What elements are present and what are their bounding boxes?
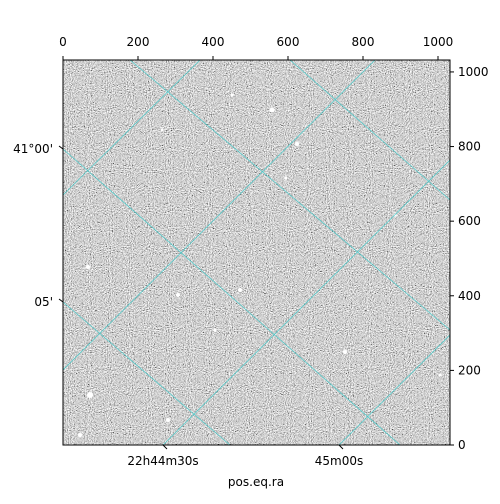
ra-tick xyxy=(338,444,344,450)
x-tick-label: 0 xyxy=(59,35,67,49)
y-tick-label: 0 xyxy=(458,438,466,452)
grid-line xyxy=(63,148,401,445)
dec-tick-label: 41°00' xyxy=(13,142,53,156)
x-tick-label: 800 xyxy=(352,35,375,49)
grid-line xyxy=(162,159,450,445)
x-axis-label: pos.eq.ra xyxy=(228,475,284,489)
dec-tick xyxy=(58,145,64,150)
image xyxy=(63,60,450,445)
grid-line xyxy=(63,60,201,196)
ra-tick-label: 22h44m30s xyxy=(127,454,198,468)
dec-tick xyxy=(58,298,64,303)
ra-tick xyxy=(162,444,168,450)
x-tick-label: 600 xyxy=(277,35,300,49)
grid-line xyxy=(63,60,376,371)
ra-tick-label: 45m00s xyxy=(315,454,363,468)
grid-line xyxy=(289,60,450,201)
frame xyxy=(62,59,451,446)
grid-line xyxy=(63,301,231,445)
y-tick-label: 800 xyxy=(458,140,481,154)
y-tick-label: 1000 xyxy=(458,65,489,79)
x-tick-label: 400 xyxy=(202,35,225,49)
grid-line xyxy=(338,334,450,445)
dec-tick-label: 05' xyxy=(34,295,53,309)
x-tick-label: 200 xyxy=(127,35,150,49)
y-tick-label: 600 xyxy=(458,214,481,228)
grid-line xyxy=(129,60,450,331)
x-tick-label: 1000 xyxy=(423,35,454,49)
y-tick-label: 200 xyxy=(458,363,481,377)
y-tick-label: 400 xyxy=(458,289,481,303)
world-grid xyxy=(63,60,450,445)
